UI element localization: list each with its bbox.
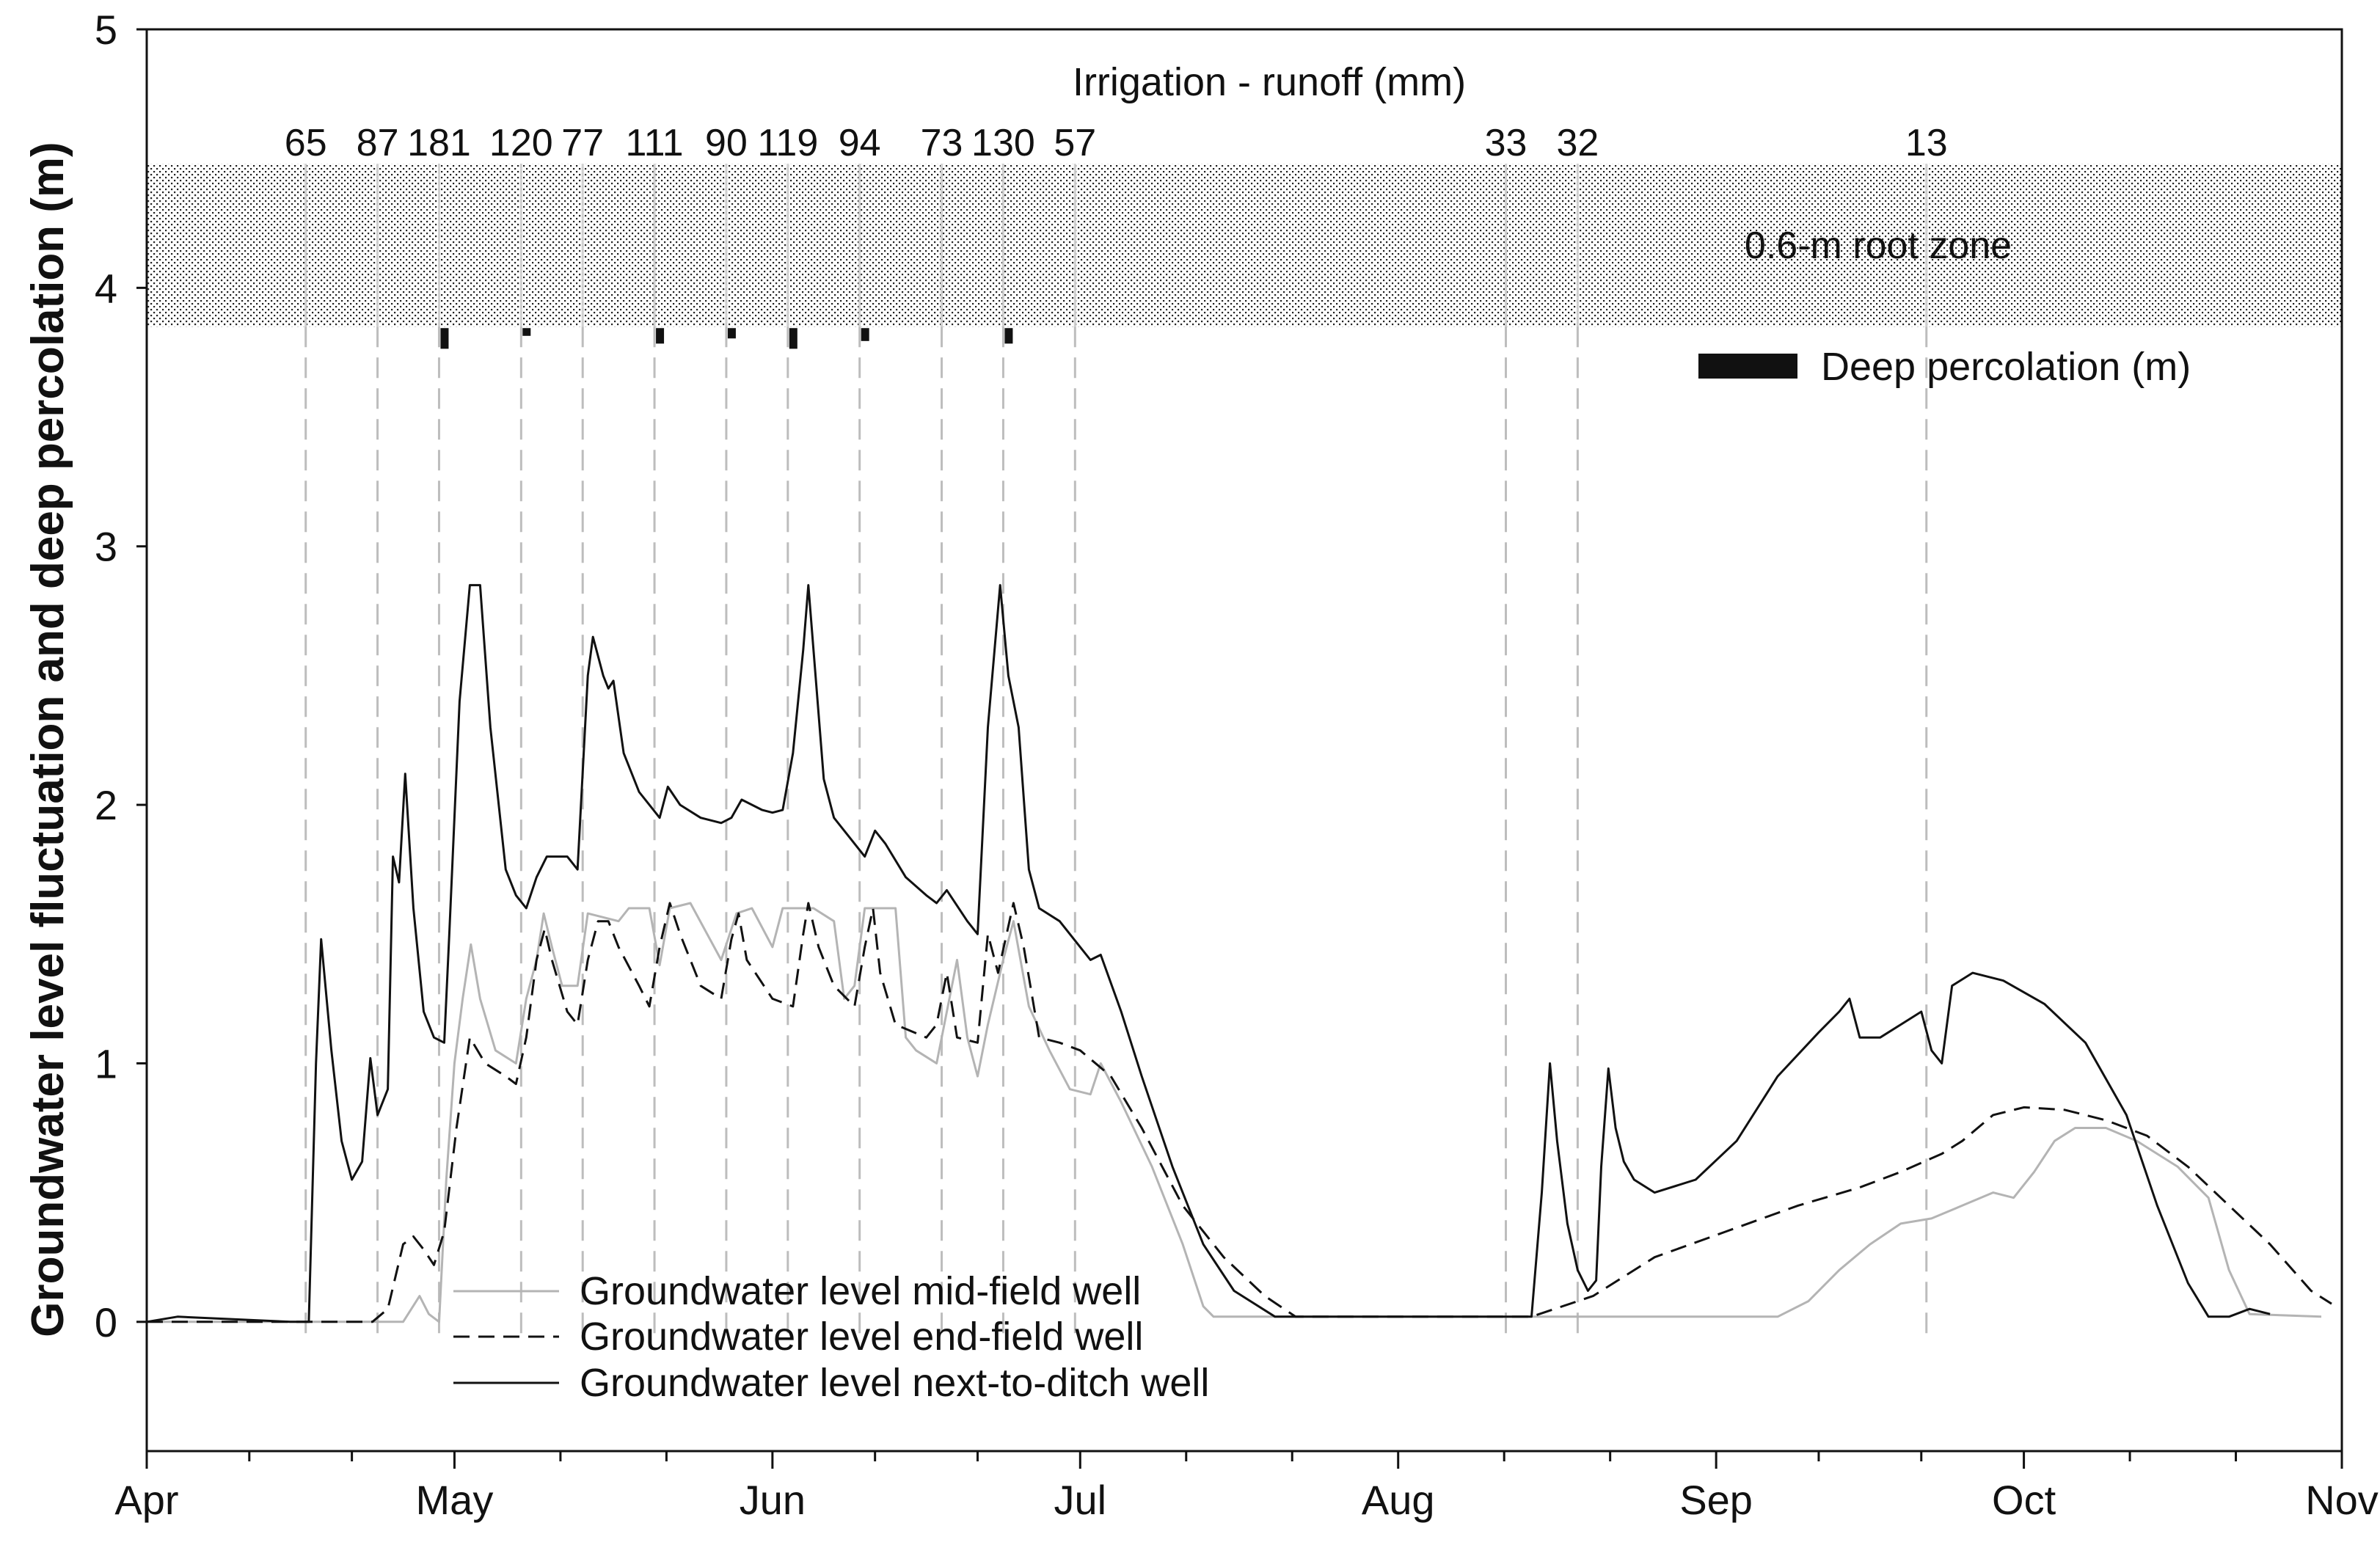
legend-label-next-to-ditch: Groundwater level next-to-ditch well xyxy=(580,1361,1209,1405)
deep-percolation-bars xyxy=(440,328,1013,349)
irrigation-label-9: 73 xyxy=(921,122,963,164)
deep-percolation-legend-label: Deep percolation (m) xyxy=(1821,345,2191,389)
x-tick-label-6: Oct xyxy=(1992,1477,2056,1523)
y-tick-label-2: 2 xyxy=(95,782,117,828)
irrigation-label-10: 130 xyxy=(971,122,1035,164)
root-zone-label: 0.6-m root zone xyxy=(1745,224,2012,267)
x-tick-label-3: Jul xyxy=(1054,1477,1107,1523)
irrigation-label-5: 111 xyxy=(626,122,684,164)
x-tick-label-7: Nov xyxy=(2305,1477,2379,1523)
deep-percolation-bar-0 xyxy=(440,328,449,349)
deep-percolation-bar-2 xyxy=(656,328,665,344)
y-tick-label-3: 3 xyxy=(95,524,117,570)
irrigation-label-13: 32 xyxy=(1556,122,1599,164)
x-axis-ticks: Apr May Jun Jul Aug Sep Oct Nov xyxy=(114,1451,2379,1523)
y-tick-label-0: 0 xyxy=(95,1299,117,1345)
plot-frame xyxy=(145,28,2343,1453)
x-tick-label-2: Jun xyxy=(740,1477,806,1523)
irrigation-label-12: 33 xyxy=(1485,122,1527,164)
irrigation-label-3: 120 xyxy=(489,122,553,164)
irrigation-header: Irrigation - runoff (mm) xyxy=(1073,60,1466,104)
deep-percolation-legend-swatch xyxy=(1698,354,1797,379)
series-line-1 xyxy=(147,902,2332,1323)
deep-percolation-bar-5 xyxy=(861,328,869,341)
deep-percolation-bar-3 xyxy=(727,328,736,339)
x-tick-label-0: Apr xyxy=(114,1477,178,1523)
irrigation-event-labels: 65 87 181 120 77 111 90 119 94 73 130 57 33 32 13 xyxy=(285,122,1948,164)
legend-label-end-field: Groundwater level end-field well xyxy=(580,1315,1143,1359)
x-tick-label-4: Aug xyxy=(1362,1477,1435,1523)
irrigation-label-7: 119 xyxy=(757,122,818,164)
irrigation-event-lines xyxy=(304,164,1928,1335)
irrigation-label-4: 77 xyxy=(561,122,604,164)
irrigation-label-1: 87 xyxy=(357,122,399,164)
deep-percolation-bar-1 xyxy=(522,328,531,336)
root-zone-band xyxy=(147,164,2341,327)
deep-percolation-bar-6 xyxy=(1004,328,1013,344)
x-tick-label-1: May xyxy=(416,1477,494,1523)
y-axis-ticks: 0 1 2 3 4 5 xyxy=(95,7,147,1345)
y-tick-label-4: 4 xyxy=(95,265,117,311)
y-axis-label: Groundwater level fluctuation and deep p… xyxy=(23,142,73,1337)
deep-percolation-bar-4 xyxy=(789,328,797,349)
legend: Groundwater level mid-field well Groundw… xyxy=(453,1269,1209,1405)
irrigation-label-14: 13 xyxy=(1905,122,1948,164)
series-line-0 xyxy=(147,902,2322,1323)
irrigation-label-6: 90 xyxy=(705,122,748,164)
y-tick-label-5: 5 xyxy=(95,7,117,53)
legend-label-mid-field: Groundwater level mid-field well xyxy=(580,1269,1141,1313)
irrigation-label-2: 181 xyxy=(407,122,471,164)
y-tick-label-1: 1 xyxy=(95,1040,117,1086)
irrigation-label-0: 65 xyxy=(285,122,327,164)
irrigation-label-8: 94 xyxy=(839,122,881,164)
series-lines xyxy=(146,584,2332,1323)
irrigation-label-11: 57 xyxy=(1054,122,1096,164)
x-tick-label-5: Sep xyxy=(1679,1477,1753,1523)
series-line-2 xyxy=(146,584,2271,1323)
